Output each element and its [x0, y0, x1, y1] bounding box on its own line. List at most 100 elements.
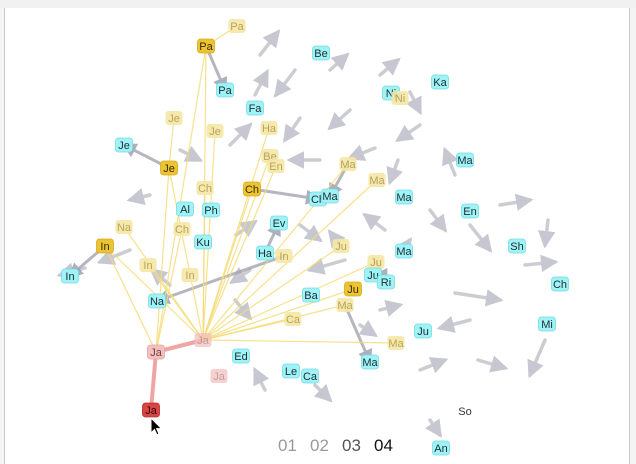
node-label: Ev	[273, 218, 286, 230]
node-ch_yel[interactable]: Ch	[243, 181, 261, 197]
graph-link-ja_left-in_yel	[104, 245, 157, 353]
node-pa_yel[interactable]: Pa	[197, 38, 215, 54]
node-fa[interactable]: Fa	[246, 100, 264, 116]
node-box	[96, 238, 114, 254]
node-ba[interactable]: Ba	[302, 287, 320, 303]
node-in_cy[interactable]: In	[61, 268, 79, 284]
node-je_yel[interactable]: Je	[160, 160, 178, 176]
node-box	[395, 243, 413, 259]
motion-arrow	[418, 357, 449, 374]
node-al[interactable]: Al	[176, 201, 194, 217]
node-ed[interactable]: Ed	[232, 348, 250, 364]
node-pa_cy[interactable]: Pa	[216, 82, 234, 98]
node-ma_cy3[interactable]: Ma	[395, 243, 413, 259]
node-ka[interactable]: Ka	[431, 74, 449, 90]
node-ma_f4[interactable]: Ma	[387, 336, 405, 350]
graph-link-ma_f3-ma_cy4	[343, 303, 373, 365]
timeline-step-02[interactable]: 02	[310, 436, 329, 455]
node-label: Ja	[150, 347, 163, 359]
node-ha_f[interactable]: Ha	[260, 121, 278, 135]
node-label: Ja	[213, 371, 226, 383]
node-box	[302, 287, 320, 303]
graph-link-ja_left-ja_red	[149, 350, 158, 412]
node-box	[367, 255, 385, 269]
node-ju_f1[interactable]: Ju	[332, 239, 350, 253]
timeline-step-04[interactable]: 04	[374, 436, 393, 455]
node-ju_cy2[interactable]: Ju	[414, 323, 432, 339]
node-ri[interactable]: Ri	[377, 274, 395, 290]
node-ha_cy[interactable]: Ha	[256, 245, 274, 261]
timeline-step-01[interactable]: 01	[278, 436, 297, 455]
node-ju_f2[interactable]: Ju	[367, 255, 385, 269]
node-label: Ma	[396, 192, 412, 204]
node-label: An	[434, 443, 447, 455]
node-label: In	[100, 241, 109, 253]
node-sh[interactable]: Sh	[508, 238, 526, 254]
node-so[interactable]: So	[457, 404, 474, 418]
node-ca_cy[interactable]: Ca	[301, 368, 319, 384]
node-na_f[interactable]: Na	[115, 220, 133, 234]
motion-arrow	[428, 208, 448, 233]
node-in_yel[interactable]: In	[96, 238, 114, 254]
node-box	[194, 333, 212, 347]
node-ch_f[interactable]: Ch	[196, 181, 214, 195]
node-en_f[interactable]: En	[267, 159, 285, 173]
node-in_f[interactable]: In	[275, 249, 293, 263]
node-ev[interactable]: Ev	[270, 215, 288, 231]
node-box	[243, 181, 261, 197]
node-ku[interactable]: Ku	[194, 234, 212, 250]
node-je_cy[interactable]: Je	[115, 137, 133, 153]
motion-arrow	[442, 146, 459, 177]
node-ma_cy4[interactable]: Ma	[361, 354, 379, 370]
node-box	[391, 91, 409, 105]
node-ja_low[interactable]: Ja	[210, 369, 228, 383]
node-ca_f[interactable]: Ca	[284, 312, 302, 326]
node-in_f2[interactable]: In	[139, 258, 157, 272]
node-ph[interactable]: Ph	[202, 202, 220, 218]
node-ja_left[interactable]: Ja	[147, 344, 165, 360]
node-ma_cy2[interactable]: Ma	[395, 189, 413, 205]
node-pa_top[interactable]: Pa	[228, 19, 246, 33]
node-le[interactable]: Le	[282, 363, 300, 379]
node-box	[301, 368, 319, 384]
motion-arrow	[362, 212, 387, 232]
node-ja_mid[interactable]: Ja	[194, 333, 212, 347]
graph-link-ja_mid-en_f	[202, 165, 277, 341]
node-box	[431, 74, 449, 90]
node-en_cy[interactable]: En	[461, 203, 479, 219]
node-je_f1[interactable]: Je	[165, 111, 183, 125]
node-label: Ma	[322, 191, 338, 203]
node-label: Ha	[262, 123, 277, 135]
node-ja_red[interactable]: Ja	[142, 402, 160, 418]
node-ma_cy1[interactable]: Ma	[321, 188, 339, 204]
node-je_f2[interactable]: Je	[206, 124, 224, 138]
node-box	[246, 100, 264, 116]
node-box	[115, 220, 133, 234]
node-label: Al	[180, 204, 190, 216]
node-ch_cy2[interactable]: Ch	[551, 276, 569, 292]
node-box	[173, 222, 191, 236]
node-ma_right[interactable]: Ma	[456, 152, 474, 168]
node-ma_f1[interactable]: Ma	[339, 157, 357, 171]
mouse-pointer-icon	[150, 417, 163, 436]
node-mi[interactable]: Mi	[538, 316, 556, 332]
node-ju_yel[interactable]: Ju	[344, 281, 362, 297]
node-na_cy[interactable]: Na	[148, 293, 166, 309]
node-box	[267, 159, 285, 173]
node-in_f3[interactable]: In	[181, 268, 199, 282]
node-ch_f2[interactable]: Ch	[173, 222, 191, 236]
motion-arrow	[283, 116, 302, 143]
graph-link-ja_mid-ma_f4	[202, 339, 397, 344]
motion-arrow	[523, 254, 559, 273]
motion-arrow	[424, 418, 442, 438]
node-an[interactable]: An	[432, 440, 450, 456]
node-ni_f[interactable]: Ni	[391, 91, 409, 105]
node-ma_f2[interactable]: Ma	[368, 173, 386, 187]
timeline-step-03[interactable]: 03	[342, 436, 361, 455]
node-be_top[interactable]: Be	[312, 45, 330, 61]
node-box	[260, 121, 278, 135]
motion-arrow	[453, 289, 504, 307]
node-ma_f3[interactable]: Ma	[336, 298, 354, 312]
